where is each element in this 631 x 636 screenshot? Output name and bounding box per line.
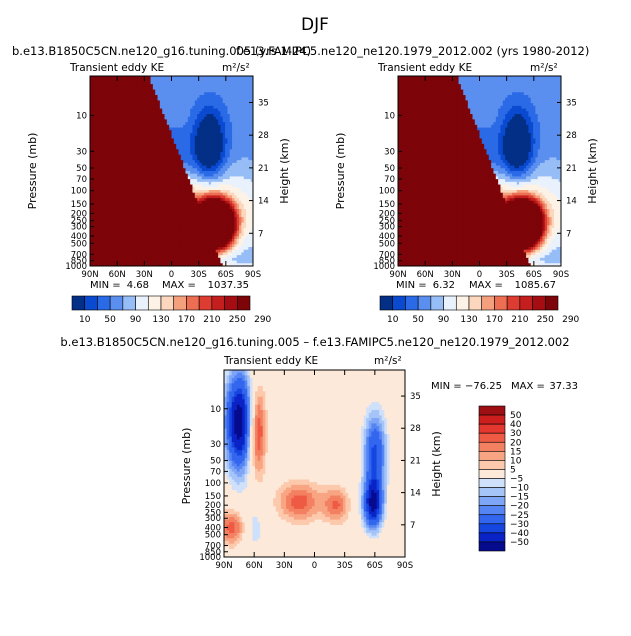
y2-tick-label: 7 [258,229,263,239]
y-tick-label: 500 [71,239,87,249]
y-tick-label: 10 [76,111,87,121]
left-string: Transient eddy KE [377,62,472,74]
y-tick-label: 70 [76,175,87,185]
colorbar-box [161,296,174,310]
units-label: m²/s² [222,62,250,74]
colorbar-label: 290 [254,315,271,325]
x-tick-label: 30N [136,270,153,280]
left-string: Transient eddy KE [69,62,164,74]
panel-title: f.e13.FAMIPC5.ne120_ne120.1979_2012.002 … [236,44,589,58]
y2-tick-label: 21 [258,164,269,174]
colorbar-box [85,296,98,310]
y2-tick-label: 35 [258,98,269,108]
colorbar-box [136,296,149,310]
y-tick-label: 50 [76,164,87,174]
x-tick-label: 0 [169,270,174,280]
colorbar-box [225,296,238,310]
colorbar-box [97,296,110,310]
y-tick-label: 100 [71,187,87,197]
colorbar-box [186,296,199,310]
y-tick-label: 1000 [65,262,87,272]
y-axis-label: Pressure (mb) [26,133,39,210]
panel-model: b.e13.B1850C5CN.ne120_g16.tuning.005 (yr… [12,44,311,325]
colorbar-box [199,296,212,310]
max-value: 1037.35 [208,280,249,291]
colorbar-box [110,296,123,310]
x-tick-label: 30S [191,270,207,280]
colorbar-label: 210 [203,315,220,325]
colorbar-label: 130 [152,315,169,325]
colorbar-label: 170 [178,315,195,325]
colorbar-box [212,296,225,310]
y2-tick-label: 28 [258,131,269,141]
colorbar-box [123,296,136,310]
colorbar-box [237,296,250,310]
colorbar-label: 50 [104,315,116,325]
x-tick-label: 90S [245,270,261,280]
max-label: MAX = [162,280,196,291]
y2-axis-label: Height (km) [278,138,291,204]
x-tick-label: 60N [109,270,126,280]
colorbar-label: 90 [130,315,142,325]
min-value: 4.68 [127,280,149,291]
colorbar-label: 250 [229,315,246,325]
colorbar-label: 10 [79,315,91,325]
colorbar-box [174,296,187,310]
contour-field [90,76,254,267]
colorbar: 10 50 90 130 170 210 250 290 [72,296,272,325]
x-tick-label: 60S [218,270,234,280]
colorbar-box [72,296,85,310]
page-title: DJF [301,15,329,35]
min-label: MIN = [90,280,121,291]
y-tick-label: 30 [76,147,87,157]
y2-tick-label: 14 [258,197,269,207]
colorbar-box [148,296,161,310]
